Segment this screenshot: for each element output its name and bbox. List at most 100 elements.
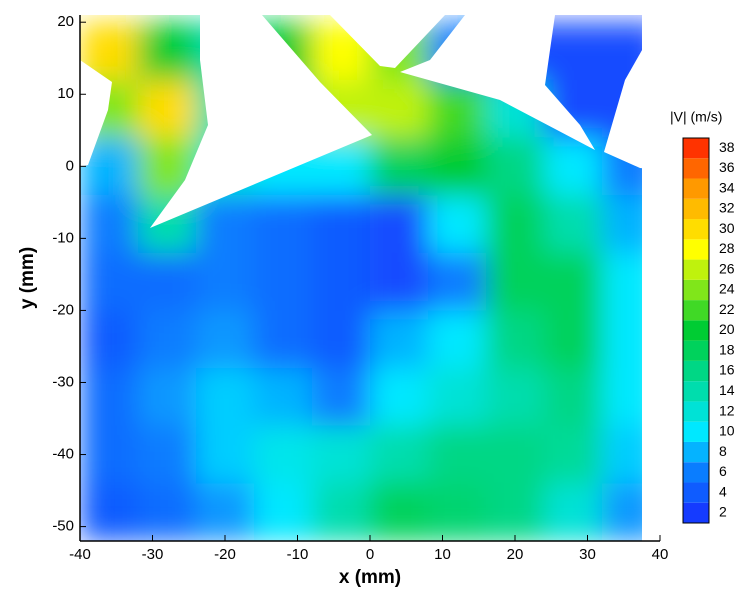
field-cell <box>428 368 487 427</box>
colorbar-band <box>683 421 709 442</box>
field-cell <box>602 368 642 427</box>
field-cell <box>312 483 371 541</box>
right-wall <box>604 15 662 170</box>
field-cell <box>80 368 139 427</box>
field-cell <box>486 252 545 311</box>
left-wall <box>76 15 112 167</box>
field-cell <box>254 425 313 484</box>
field-cell <box>254 252 313 311</box>
field-cell <box>80 252 139 311</box>
colorbar-label: 24 <box>719 281 735 297</box>
x-tick-label: -10 <box>287 546 309 563</box>
y-tick-label: -50 <box>52 518 74 535</box>
field-cell <box>196 368 255 427</box>
field-cell <box>254 368 313 427</box>
field-cell <box>312 425 371 484</box>
colorbar-frame <box>682 137 710 524</box>
field-cell <box>486 483 545 541</box>
field-cell <box>544 195 603 254</box>
x-tick-label: 0 <box>366 546 374 563</box>
y-tick-label: -20 <box>52 301 74 318</box>
port-wall <box>330 15 445 68</box>
field-cell <box>80 425 139 484</box>
field-cell <box>602 310 642 369</box>
field-cell <box>138 22 197 81</box>
field-cells <box>80 22 642 541</box>
field-cell <box>544 310 603 369</box>
y-tick-label: 10 <box>57 85 74 102</box>
field-cell <box>312 368 371 427</box>
field-cell <box>138 252 197 311</box>
colorbar-label: 8 <box>719 443 727 459</box>
field-cell <box>544 137 603 196</box>
field-cell <box>428 310 487 369</box>
colorbar-band <box>683 401 709 422</box>
field-cell <box>370 425 429 484</box>
field-cell <box>486 195 545 254</box>
x-tick-label: -40 <box>69 546 91 563</box>
field-cell <box>370 483 429 541</box>
colorbar-band <box>683 219 709 240</box>
colorbar-title: |V| (m/s) <box>670 109 722 125</box>
field-cell <box>486 310 545 369</box>
colorbar-band <box>683 360 709 382</box>
colorbar-band <box>683 320 709 341</box>
field-cell <box>602 483 642 541</box>
colorbar-band <box>683 178 709 199</box>
colorbar-band <box>683 239 709 260</box>
colorbar-label: 36 <box>719 159 735 175</box>
colorbar-label: 16 <box>719 362 735 378</box>
y-tick-label: 0 <box>66 157 74 174</box>
valve-left <box>150 15 372 228</box>
colorbar-band <box>683 340 709 361</box>
field-cell <box>138 483 197 541</box>
field <box>80 22 642 541</box>
field-cell <box>312 310 371 369</box>
colorbar-band <box>683 198 709 220</box>
field-cell <box>544 483 603 541</box>
field-cell <box>138 79 197 138</box>
field-cell <box>544 252 603 311</box>
colorbar-label: 38 <box>719 139 735 155</box>
field-cell <box>602 252 642 311</box>
geometry-mask <box>76 15 662 228</box>
field-cell <box>486 137 545 196</box>
field-cell <box>544 368 603 427</box>
colorbar-label: 32 <box>719 200 735 216</box>
field-cell <box>544 425 603 484</box>
field-cell <box>428 252 487 311</box>
field-cell <box>602 195 642 254</box>
field-cell <box>312 195 371 254</box>
field-cell <box>486 425 545 484</box>
x-tick-label: 40 <box>652 546 669 563</box>
field-cell <box>196 195 255 254</box>
x-axis-label: x (mm) <box>339 567 401 588</box>
y-tick-label: -40 <box>52 446 74 463</box>
field-cell <box>196 310 255 369</box>
colorbar-label: 28 <box>719 240 735 256</box>
colorbar-band <box>683 259 709 280</box>
valve-right <box>400 15 595 150</box>
colorbar-label: 26 <box>719 260 735 276</box>
colorbar-label: 30 <box>719 220 735 236</box>
y-tick-label: -10 <box>52 229 74 246</box>
field-cell <box>370 79 429 138</box>
field-cell <box>544 22 603 81</box>
colorbar-label: 22 <box>719 301 735 317</box>
axes <box>79 15 661 542</box>
colorbar-band <box>683 462 709 483</box>
colorbar-label: 12 <box>719 402 735 418</box>
field-cell <box>196 425 255 484</box>
field-cell <box>138 368 197 427</box>
x-tick-label: 10 <box>434 546 451 563</box>
field-cell <box>254 310 313 369</box>
field-cell <box>370 195 429 254</box>
colorbar-label: 2 <box>719 504 727 520</box>
field-cell <box>80 310 139 369</box>
field-cell <box>254 195 313 254</box>
field-cell <box>486 368 545 427</box>
colorbar-label: 6 <box>719 463 727 479</box>
colorbar-band <box>683 502 709 523</box>
colorbar-band <box>683 279 709 301</box>
colorbar-label: 14 <box>719 382 735 398</box>
